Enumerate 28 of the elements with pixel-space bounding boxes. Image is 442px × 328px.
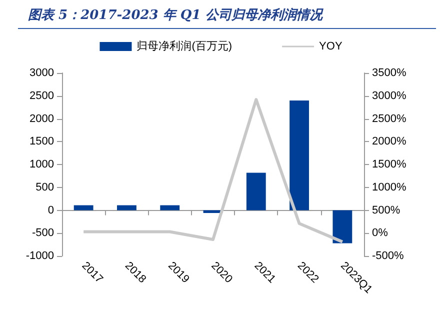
bar [332,210,352,244]
y-tick-label: 1500 [30,136,54,148]
y-tick-label: 0 [48,204,54,216]
y-tick-label: 2000 [30,112,54,125]
y2-tick-label: 2000% [372,136,406,148]
y2-tick-label: 500% [372,204,400,216]
y2-tick-label: 1000% [372,181,406,194]
y-tick-label: -500 [32,227,54,240]
legend-label: 归母净利润(百万元) [136,40,232,52]
y-tick-label: 3000 [30,67,54,79]
bar [160,205,180,210]
y-tick-label: 1000 [30,158,54,170]
y2-tick-label: -500% [372,250,404,262]
y-tick-label: -1000 [26,250,54,262]
y-tick-label: 2500 [30,90,54,102]
y2-tick-label: 0% [372,227,388,240]
bar [290,100,309,210]
y2-tick-label: 3500% [372,67,406,79]
y-tick-label: 500 [36,181,54,194]
y2-tick-label: 2500% [372,112,406,125]
y2-tick-label: 3000% [372,90,406,102]
bar [117,205,136,210]
legend-label: YOY [319,40,343,52]
bar [246,172,266,210]
line-series [82,98,344,244]
y2-tick-label: 1500% [372,158,406,170]
chart-title: 图表 5：2017-2023 年 Q1 公司归母净利润情况 [28,6,322,24]
bar [74,205,94,210]
